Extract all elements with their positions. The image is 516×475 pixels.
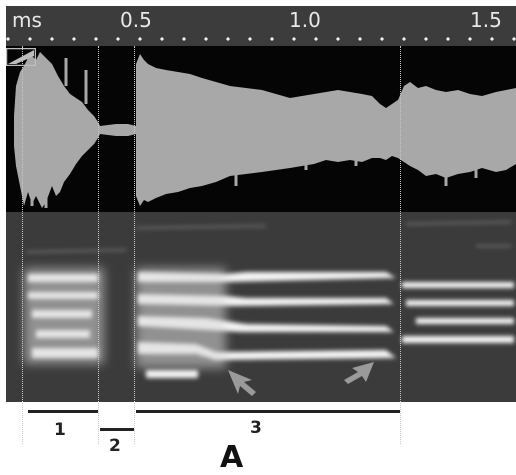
ruler-dot-ticks xyxy=(6,36,516,42)
time-ruler: ms 0.5 1.0 1.5 xyxy=(6,6,516,46)
ruler-tick-label: 1.5 xyxy=(470,8,502,32)
spectrogram-tail xyxy=(402,282,514,343)
segment-2-bar xyxy=(100,428,134,431)
segment-1-label: 1 xyxy=(54,420,66,440)
segment-boundary-line xyxy=(400,46,401,444)
ruler-unit-label: ms xyxy=(12,8,42,32)
segment-boundary-line xyxy=(22,46,23,444)
segment-2-label: 2 xyxy=(109,436,121,456)
waveform-segment-3 xyxy=(136,54,516,206)
segment-boundary-line xyxy=(134,46,135,444)
spectrogram-faint-noise xyxy=(25,221,512,253)
ruler-tick-label: 0.5 xyxy=(120,8,152,32)
figure-panel-label: A xyxy=(220,440,244,475)
arrow-icon xyxy=(344,362,374,384)
segment-3-label: 3 xyxy=(250,418,262,438)
waveform-segment-2 xyxy=(100,124,136,136)
segment-boundary-line xyxy=(98,46,99,444)
spectrogram-panel xyxy=(6,212,516,402)
spectrogram-glow xyxy=(24,268,226,368)
spectrogram-svg xyxy=(24,221,514,396)
waveform-segment-1 xyxy=(14,52,100,208)
segment-1-bar xyxy=(28,410,98,413)
arrow-icon xyxy=(228,370,256,396)
playhead-marker-icon xyxy=(6,48,36,66)
segment-3-bar xyxy=(136,410,400,413)
waveform-panel xyxy=(6,46,516,212)
ruler-tick-label: 1.0 xyxy=(289,8,321,32)
waveform-svg xyxy=(14,52,516,208)
waveform-noise-spikes xyxy=(30,58,478,208)
